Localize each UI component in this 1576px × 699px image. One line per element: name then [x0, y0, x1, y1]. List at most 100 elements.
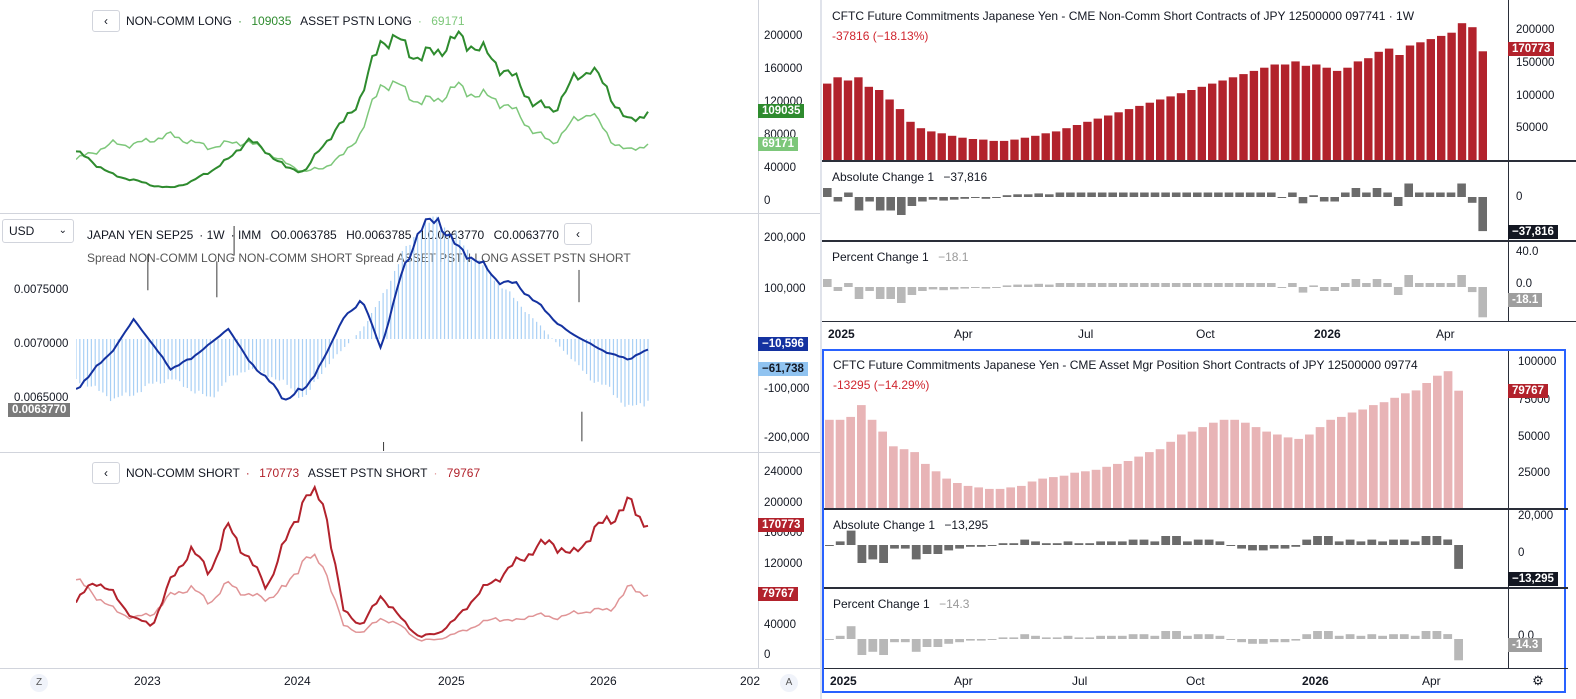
change-bar [1107, 635, 1116, 639]
x-tick: Apr [1422, 674, 1441, 688]
volume-bar [1176, 93, 1186, 160]
change-bar [1161, 631, 1171, 639]
y-tick: 0 [1518, 547, 1525, 559]
volume-bar [1291, 61, 1300, 160]
pane-divider[interactable] [0, 452, 820, 453]
change-bar [1096, 635, 1105, 639]
change-bar [1235, 192, 1244, 197]
change-bar [1351, 279, 1361, 287]
left-chart-area[interactable]: ‹ NON-COMM LONG · 109035 ASSET PSTN LONG ·… [0, 0, 820, 699]
right-top-chart[interactable]: CFTC Future Commitments Japanese Yen - C… [822, 0, 1576, 348]
nc-short-bars[interactable] [822, 0, 1508, 160]
volume-bar [1209, 422, 1218, 508]
pane-divider[interactable] [824, 587, 1568, 589]
collapse-legend-button[interactable]: ‹ [92, 462, 120, 484]
volume-bar [899, 449, 909, 508]
change-bar [1107, 541, 1116, 545]
change-bar [1129, 283, 1139, 287]
change-bar [1128, 539, 1138, 545]
volume-bar [854, 77, 863, 160]
volume-bar [1260, 67, 1269, 160]
collapse-legend-button[interactable]: ‹ [564, 223, 592, 245]
change-bar [976, 639, 986, 641]
volume-bar [864, 86, 873, 160]
currency-value: USD [9, 224, 35, 238]
volume-bar [1145, 452, 1154, 508]
volume-bar [1155, 449, 1165, 508]
volume-bar [1433, 375, 1442, 508]
change-bar [865, 287, 874, 291]
absolute-change-bars[interactable] [824, 510, 1508, 587]
percent-change-bars[interactable] [824, 589, 1508, 668]
change-bar [1020, 539, 1030, 545]
volume-bar [1156, 99, 1165, 160]
pane-divider[interactable] [822, 160, 1576, 162]
volume-bar [1273, 434, 1282, 508]
percent-change-bars[interactable] [822, 242, 1508, 321]
pane2-plot[interactable] [76, 214, 758, 451]
volume-bar [1187, 90, 1196, 160]
change-bar [1074, 637, 1084, 639]
asset-mgr-short-bars[interactable] [824, 351, 1508, 508]
volume-bar [1038, 478, 1047, 508]
volume-bar [1197, 86, 1206, 160]
change-bar [1182, 192, 1191, 197]
change-bar [1356, 541, 1366, 545]
volume-bar [974, 487, 983, 508]
change-bar [1161, 283, 1170, 287]
change-bar [1031, 635, 1040, 639]
change-bar [835, 635, 845, 639]
x-tick: Oct [1196, 327, 1215, 341]
change-bar [825, 545, 834, 546]
change-bar [933, 639, 943, 647]
pane-divider[interactable] [0, 213, 820, 214]
change-bar [1280, 639, 1290, 643]
change-bar [1258, 639, 1268, 644]
right-bottom-chart[interactable]: CFTC Future Commitments Japanese Yen - C… [822, 349, 1568, 693]
change-bar [1421, 536, 1431, 545]
y-tick: 240000 [764, 466, 803, 478]
change-bar [949, 197, 959, 200]
volume-bar [1093, 118, 1102, 160]
pane-divider[interactable] [822, 240, 1576, 242]
settings-icon[interactable]: ⚙ [1532, 673, 1544, 688]
change-bar [1425, 283, 1435, 287]
volume-bar [843, 80, 853, 160]
change-bar [1172, 631, 1181, 639]
change-bar [1085, 543, 1095, 545]
volume-bar [825, 419, 834, 508]
change-bar [1117, 541, 1127, 545]
change-bar [1341, 192, 1350, 197]
volume-bar [1049, 477, 1058, 508]
change-bar [1269, 545, 1279, 549]
volume-bar [1322, 67, 1331, 160]
change-bar [857, 639, 867, 655]
absolute-change-bars[interactable] [822, 162, 1508, 240]
chevron-down-icon: ⌄ [58, 225, 67, 236]
auto-scale-button[interactable]: A [780, 674, 798, 692]
spread-legend: Spread NON-COMM LONG NON-COMM SHORT Spre… [87, 251, 631, 265]
pane1-plot[interactable] [76, 0, 758, 212]
zoom-z-button[interactable]: Z [30, 674, 48, 692]
collapse-legend-button[interactable]: ‹ [92, 10, 120, 32]
currency-select[interactable]: USD ⌄ [2, 219, 74, 243]
change-value: -37816 (−18.13%) [832, 29, 929, 43]
volume-bar [878, 431, 887, 508]
change-bar [960, 197, 969, 199]
x-tick: 2026 [1302, 674, 1329, 688]
change-bar [1245, 192, 1255, 197]
panel-divider[interactable] [820, 0, 822, 699]
change-bar [1356, 635, 1366, 639]
change-bar [890, 639, 899, 643]
change-bar [886, 197, 895, 211]
volume-bar [1114, 112, 1123, 160]
indicator-title: Percent Change 1 −14.3 [833, 597, 975, 611]
y-tick: 200000 [1516, 24, 1555, 36]
indicator-value: −18.1 [938, 250, 969, 264]
pane3-plot[interactable] [76, 453, 758, 667]
pane-divider[interactable] [824, 508, 1568, 510]
symbol-name[interactable]: JAPAN YEN SEP25 [87, 228, 194, 242]
change-bar [833, 287, 843, 291]
y-tick: 25000 [1518, 467, 1550, 479]
change-bar [1066, 192, 1075, 197]
